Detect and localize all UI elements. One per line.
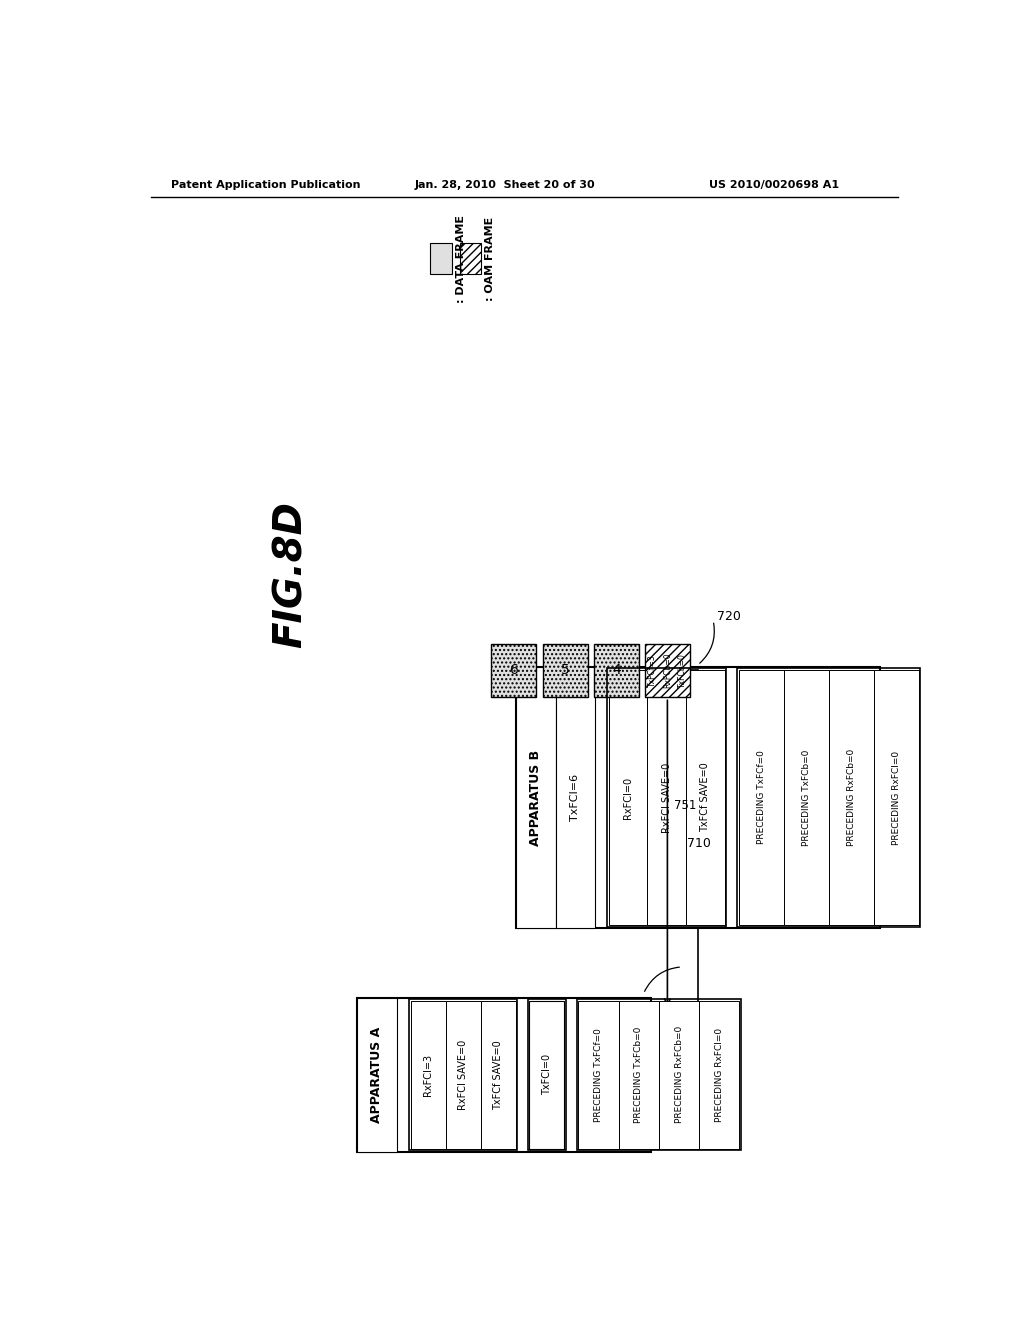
Text: RxFCI SAVE=0: RxFCI SAVE=0 [662, 763, 672, 833]
Bar [579, 1001, 618, 1148]
Bar [410, 999, 517, 1150]
Bar [645, 644, 690, 697]
Text: Jan. 28, 2010  Sheet 20 of 30: Jan. 28, 2010 Sheet 20 of 30 [415, 181, 595, 190]
Text: : OAM FRAME: : OAM FRAME [485, 216, 496, 301]
Text: TxFCf SAVE=0: TxFCf SAVE=0 [494, 1040, 503, 1110]
Bar [594, 644, 639, 697]
Text: RxFCb=0: RxFCb=0 [663, 652, 672, 688]
Bar [783, 669, 828, 925]
Text: TxFCI=6: TxFCI=6 [570, 774, 581, 821]
Bar [577, 999, 741, 1150]
Bar [658, 1001, 699, 1148]
Bar [515, 667, 556, 928]
Text: PRECEDING RxFCb=0: PRECEDING RxFCb=0 [675, 1026, 684, 1123]
Text: 5: 5 [561, 664, 569, 677]
Text: FIG.8D: FIG.8D [271, 500, 309, 648]
Bar [411, 1001, 445, 1148]
Bar [738, 669, 783, 925]
Text: APPARATUS A: APPARATUS A [371, 1027, 383, 1123]
Bar [737, 668, 920, 927]
Text: TxFCf SAVE=0: TxFCf SAVE=0 [700, 763, 711, 833]
Text: RxFCI=0: RxFCI=0 [623, 776, 633, 818]
Bar [618, 1001, 658, 1148]
Text: PRECEDING TxFCf=0: PRECEDING TxFCf=0 [594, 1028, 603, 1122]
Bar [543, 644, 588, 697]
Bar [608, 669, 647, 925]
Text: TxFCI=0: TxFCI=0 [542, 1055, 552, 1096]
Text: PRECEDING TxFCf=0: PRECEDING TxFCf=0 [757, 751, 766, 845]
Text: : DATA FRAME: : DATA FRAME [456, 215, 466, 302]
Text: PRECEDING TxFCb=0: PRECEDING TxFCb=0 [634, 1027, 643, 1123]
Text: Patent Application Publication: Patent Application Publication [171, 181, 360, 190]
Text: 720: 720 [717, 610, 741, 623]
Bar [873, 669, 919, 925]
Bar [607, 668, 726, 927]
Bar [356, 998, 651, 1151]
Text: TxFCb=0: TxFCb=0 [678, 653, 687, 688]
Text: PRECEDING RxFCI=0: PRECEDING RxFCI=0 [892, 751, 900, 845]
Text: PRECEDING TxFCb=0: PRECEDING TxFCb=0 [802, 750, 811, 846]
Bar [647, 669, 686, 925]
Bar [460, 243, 481, 275]
Text: 710: 710 [687, 837, 711, 850]
Text: RxFCI SAVE=0: RxFCI SAVE=0 [458, 1040, 468, 1110]
Text: PRECEDING RxFCI=0: PRECEDING RxFCI=0 [715, 1028, 724, 1122]
Bar [556, 667, 595, 928]
Text: RxFCI=3: RxFCI=3 [423, 1053, 433, 1096]
Text: PRECEDING RxFCb=0: PRECEDING RxFCb=0 [847, 748, 856, 846]
Text: APPARATUS B: APPARATUS B [529, 750, 542, 846]
Text: US 2010/0020698 A1: US 2010/0020698 A1 [710, 181, 840, 190]
Bar [529, 1001, 564, 1148]
Text: TxFCf=3: TxFCf=3 [648, 655, 657, 686]
Bar [445, 1001, 480, 1148]
Bar [686, 669, 725, 925]
Bar [515, 667, 880, 928]
Bar [480, 1001, 515, 1148]
Bar [828, 669, 873, 925]
Text: 751: 751 [674, 799, 696, 812]
Bar [356, 998, 397, 1151]
Text: 4: 4 [612, 664, 621, 677]
Bar [430, 243, 452, 275]
Text: 6: 6 [510, 664, 518, 677]
Bar [492, 644, 537, 697]
Bar [699, 1001, 739, 1148]
Bar [528, 999, 566, 1150]
